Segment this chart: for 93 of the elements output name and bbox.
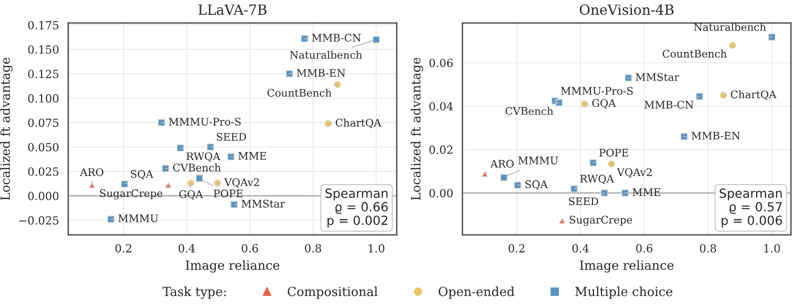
y-tick-label: −0.025 <box>19 216 58 225</box>
annotation: MMMU <box>118 214 158 222</box>
annotation: MMB-CN <box>644 100 694 109</box>
annotation: SQA <box>525 180 548 190</box>
point <box>230 200 238 208</box>
point <box>158 118 166 126</box>
annotation: MMMU-Pro-S <box>561 86 633 95</box>
annotation: Naturalbench <box>694 22 766 31</box>
legend-title: Task type: <box>162 286 226 299</box>
point <box>590 159 597 166</box>
point <box>227 153 235 160</box>
annotation: MME <box>238 152 266 160</box>
x-tick-label: 0.2 <box>508 244 524 252</box>
annotation: Spearman ϱ = 0.66 p = 0.002 <box>325 188 388 228</box>
annotation: SEED <box>216 132 246 141</box>
point <box>624 74 632 82</box>
annotation: RWQA <box>186 152 220 162</box>
point <box>120 180 128 188</box>
point <box>570 185 578 193</box>
annotation: ChartQA <box>730 90 777 100</box>
y-tick-label: 0.150 <box>28 45 58 54</box>
point <box>768 33 776 41</box>
annotation: MMMU <box>518 156 558 164</box>
annotation: Spearman ϱ = 0.57 p = 0.006 <box>720 188 782 228</box>
annotation: SEED <box>569 197 598 206</box>
x-tick-label: 0.6 <box>242 244 258 252</box>
chart-title: LLaVA-7B <box>198 4 266 15</box>
point <box>696 92 704 100</box>
point <box>300 34 308 42</box>
annotation: CountBench <box>662 50 727 58</box>
point <box>600 189 608 197</box>
point <box>176 144 184 152</box>
annotation: VQAv2 <box>224 178 259 188</box>
y-tick-label: 0.025 <box>28 167 58 176</box>
annotation: MMStar <box>242 200 285 208</box>
y-axis-title: Localized ft advantage <box>0 58 13 200</box>
y-axis-title: Localized ft advantage <box>410 58 424 200</box>
x-tick-label: 0.4 <box>572 244 589 252</box>
y-tick-label: 0.050 <box>28 142 58 152</box>
annotation: GQA <box>592 99 616 109</box>
point <box>680 132 688 140</box>
x-axis-title: Image reliance <box>580 260 674 272</box>
annotation: CVBench <box>173 163 221 172</box>
legend-label: Open-ended <box>438 286 514 299</box>
annotation: MMB-CN <box>312 34 361 42</box>
y-tick-label: 0.125 <box>28 70 58 78</box>
y-tick-label: 0.02 <box>429 146 452 154</box>
point <box>621 189 629 197</box>
annotation: MMB-EN <box>692 132 740 140</box>
x-tick-label: 0.8 <box>700 244 716 252</box>
annotation: SugarCrepe <box>570 216 632 226</box>
x-tick-label: 0.8 <box>304 244 322 252</box>
annotation: ChartQA <box>336 118 382 128</box>
annotation: MMMU-Pro-S <box>168 118 241 126</box>
y-tick-label: 0.00 <box>429 188 453 198</box>
annotation: POPE <box>599 148 628 157</box>
annotation: RWQA <box>580 174 614 184</box>
legend-label: Compositional <box>288 286 378 299</box>
annotation: Naturalbench <box>290 50 362 59</box>
x-tick-label: 0.2 <box>115 244 132 252</box>
point <box>107 216 115 223</box>
annotation: VQAv2 <box>616 168 652 178</box>
point <box>500 174 508 182</box>
y-tick-label: 0.04 <box>429 102 453 111</box>
annotation: MME <box>632 188 660 196</box>
y-tick-label: 0.06 <box>429 58 453 68</box>
annotation: POPE <box>214 190 243 198</box>
x-tick-label: 0.4 <box>178 244 195 252</box>
x-tick-label: 1.0 <box>764 244 780 252</box>
y-tick-label: 0.100 <box>28 94 58 103</box>
annotation: CountBench <box>267 88 332 97</box>
point <box>372 36 380 44</box>
annotation: MMB-EN <box>296 69 346 77</box>
annotation: ARO <box>80 168 104 176</box>
annotation: MMStar <box>636 73 680 81</box>
point <box>608 160 616 168</box>
y-tick-label: 0.075 <box>28 118 58 127</box>
x-axis-title: Image reliance <box>186 260 280 272</box>
point <box>196 174 204 182</box>
y-tick-label: 0.000 <box>28 192 58 200</box>
legend-label: Multiple choice <box>575 286 672 299</box>
annotation: GQA <box>179 190 204 200</box>
annotation: CVBench <box>506 106 554 115</box>
annotation: SugarCrepe <box>100 189 162 200</box>
point <box>482 170 488 178</box>
annotation: ARO <box>490 160 514 168</box>
annotation: SQA <box>130 170 154 180</box>
point <box>206 143 214 151</box>
x-tick-label: 1.0 <box>368 244 384 252</box>
y-tick-label: 0.175 <box>28 20 58 30</box>
point <box>514 181 522 189</box>
chart-title: OneVision-4B <box>580 4 674 15</box>
x-tick-label: 0.6 <box>636 244 652 252</box>
